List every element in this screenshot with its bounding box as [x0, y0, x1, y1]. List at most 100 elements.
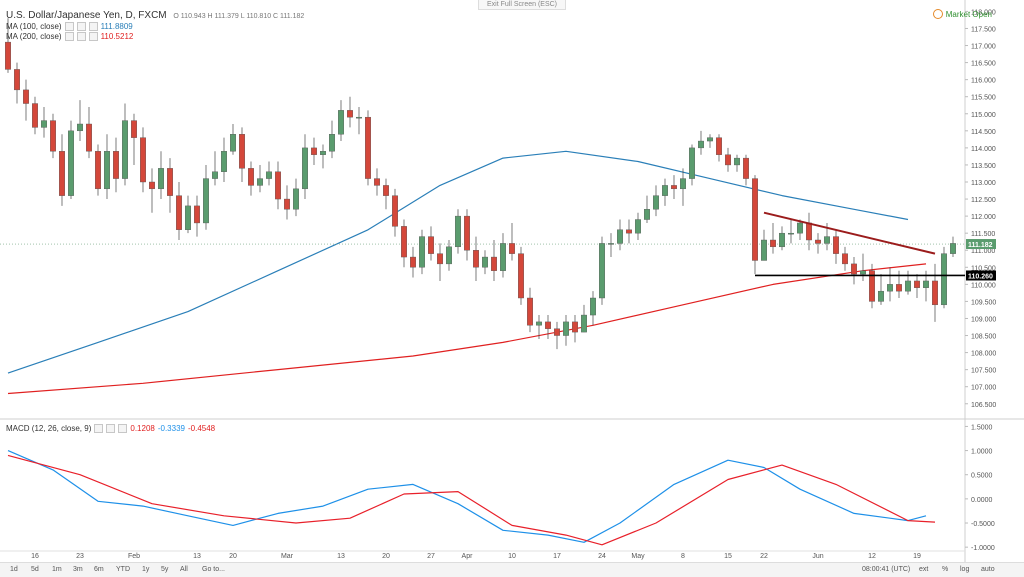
macd-y-tick-label: 1.0000 — [971, 449, 993, 456]
candle-body — [194, 205, 200, 224]
candle-body — [293, 188, 299, 210]
goto-button[interactable]: Go to... — [202, 566, 225, 573]
auto-toggle[interactable]: auto — [981, 566, 995, 573]
candle-body — [689, 147, 695, 179]
timeframe-1y[interactable]: 1y — [142, 566, 150, 573]
macd-legend[interactable]: MACD (12, 26, close, 9) 0.1208 -0.3339 -… — [6, 424, 215, 433]
ma200-legend[interactable]: MA (200, close) 110.5212 — [6, 32, 133, 41]
candle-body — [230, 134, 236, 152]
symbol-header: U.S. Dollar/Japanese Yen, D, FXCM O 110.… — [6, 10, 304, 21]
candle-body — [365, 116, 371, 179]
candle-body — [815, 239, 821, 244]
close-icon[interactable] — [88, 22, 98, 31]
candle-body — [887, 284, 893, 292]
candle-body — [167, 168, 173, 196]
clock-icon — [932, 9, 943, 19]
timeframe-all[interactable]: All — [180, 566, 188, 573]
macd-y-tick-label: 0.5000 — [971, 473, 993, 480]
candle-body — [752, 178, 758, 261]
log-toggle[interactable]: log — [960, 566, 970, 573]
candle-body — [473, 250, 479, 268]
timeframe-5y[interactable]: 5y — [161, 566, 169, 573]
candle-body — [50, 120, 56, 152]
settings-icon[interactable] — [106, 424, 116, 433]
timeframe-5d[interactable]: 5d — [31, 566, 39, 573]
candle-body — [635, 219, 641, 234]
candle-body — [536, 321, 542, 326]
timeframe-6m[interactable]: 6m — [94, 566, 104, 573]
candle-body — [374, 178, 380, 186]
y-tick-label: 110.000 — [971, 282, 996, 289]
candle-body — [869, 270, 875, 302]
candle-body — [581, 314, 587, 333]
timeframe-3m[interactable]: 3m — [73, 566, 83, 573]
x-tick-label: 10 — [508, 553, 516, 560]
x-tick-label: 15 — [724, 553, 732, 560]
candle-body — [356, 116, 362, 119]
candle-body — [626, 229, 632, 234]
macd-value-1: 0.1208 — [130, 424, 155, 433]
y-tick-label: 109.500 — [971, 299, 996, 306]
macd-line — [7, 450, 927, 543]
candle-body — [671, 185, 677, 190]
current-price-label: 111.182 — [968, 242, 993, 249]
eye-icon[interactable] — [94, 424, 104, 433]
candle-body — [833, 236, 839, 254]
candle-body — [203, 178, 209, 224]
ma100-legend[interactable]: MA (100, close) 111.8809 — [6, 22, 133, 31]
candle-body — [608, 243, 614, 245]
ext-toggle[interactable]: ext — [919, 566, 929, 573]
y-tick-label: 112.000 — [971, 214, 996, 221]
candle-body — [104, 151, 110, 190]
settings-icon[interactable] — [76, 22, 86, 31]
candle-body — [464, 215, 470, 251]
macd-value-2: -0.3339 — [157, 424, 185, 433]
candle-body — [410, 256, 416, 268]
candle-body — [401, 226, 407, 258]
candle-body — [842, 253, 848, 265]
eye-icon[interactable] — [64, 32, 74, 41]
close-icon[interactable] — [118, 424, 128, 433]
y-tick-label: 112.500 — [971, 197, 996, 204]
settings-icon[interactable] — [76, 32, 86, 41]
candle-body — [923, 280, 929, 288]
macd-y-tick-label: 1.5000 — [971, 424, 993, 431]
ma200-line — [7, 263, 927, 395]
timeframe-1m[interactable]: 1m — [52, 566, 62, 573]
candle-body — [59, 151, 65, 196]
chart-title: U.S. Dollar/Japanese Yen, D, FXCM — [6, 10, 167, 21]
candle-body — [896, 284, 902, 292]
exit-fullscreen-button[interactable]: Exit Full Screen (ESC) — [478, 0, 566, 10]
close-icon[interactable] — [88, 32, 98, 41]
candle-body — [428, 236, 434, 254]
candle-body — [383, 185, 389, 196]
candle-body — [491, 256, 497, 271]
candle-body — [329, 134, 335, 152]
x-tick-label: 20 — [229, 553, 237, 560]
candle-body — [302, 147, 308, 190]
candle-body — [653, 195, 659, 210]
y-tick-label: 109.000 — [971, 316, 996, 323]
price-chart-svg[interactable]: 118.000 117.500 117.000 116.500 116.000 115.5… — [0, 0, 1024, 562]
candle-body — [509, 243, 515, 254]
utc-clock: 08:00:41 (UTC) — [862, 566, 911, 573]
candle-body — [455, 215, 461, 248]
x-tick-label: 12 — [868, 553, 876, 560]
current-price-label-bg — [966, 239, 996, 250]
candle-body — [707, 137, 713, 142]
ma100-value: 111.8809 — [100, 22, 133, 31]
candle-body — [41, 120, 47, 128]
candle-body — [392, 195, 398, 227]
candle-body — [14, 69, 20, 91]
candle-body — [311, 147, 317, 155]
bottom-toolbar: 1d 5d 1m 3m 6m YTD 1y 5y All Go to... 08… — [0, 562, 1024, 577]
timeframe-1d[interactable]: 1d — [10, 566, 18, 573]
eye-icon[interactable] — [64, 22, 74, 31]
timeframe-ytd[interactable]: YTD — [116, 566, 130, 573]
candle-body — [419, 236, 425, 268]
candle-body — [5, 41, 11, 70]
percent-toggle[interactable]: % — [942, 566, 949, 573]
candle-body — [725, 154, 731, 166]
candle-body — [86, 123, 92, 152]
